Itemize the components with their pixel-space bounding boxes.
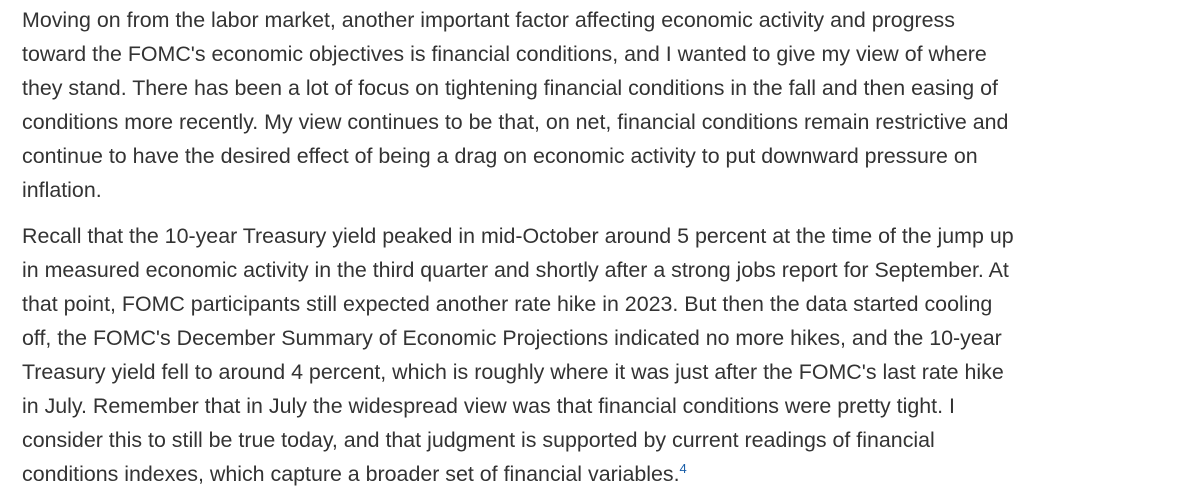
footnote-link[interactable]: 4 — [679, 460, 687, 476]
text-line: inflation. — [22, 178, 102, 202]
text-line: off, the FOMC's December Summary of Econ… — [22, 326, 1002, 350]
text-line: conditions more recently. My view contin… — [22, 110, 1009, 134]
paragraph-treasury-yield: Recall that the 10-year Treasury yield p… — [22, 219, 1190, 491]
text-line: Recall that the 10-year Treasury yield p… — [22, 224, 1014, 248]
text-line: conditions indexes, which capture a broa… — [22, 462, 680, 486]
text-line-with-footnote: conditions indexes, which capture a broa… — [22, 457, 1190, 491]
text-line: Treasury yield fell to around 4 percent,… — [22, 360, 1004, 384]
text-line: they stand. There has been a lot of focu… — [22, 76, 998, 100]
paragraph-financial-conditions: Moving on from the labor market, another… — [22, 3, 1190, 207]
text-line: that point, FOMC participants still expe… — [22, 292, 993, 316]
text-line: in measured economic activity in the thi… — [22, 258, 1009, 282]
text-line: Moving on from the labor market, another… — [22, 8, 955, 32]
text-line: consider this to still be true today, an… — [22, 428, 935, 452]
text-line: toward the FOMC's economic objectives is… — [22, 42, 987, 66]
text-line: in July. Remember that in July the wides… — [22, 394, 955, 418]
text-line: continue to have the desired effect of b… — [22, 144, 978, 168]
